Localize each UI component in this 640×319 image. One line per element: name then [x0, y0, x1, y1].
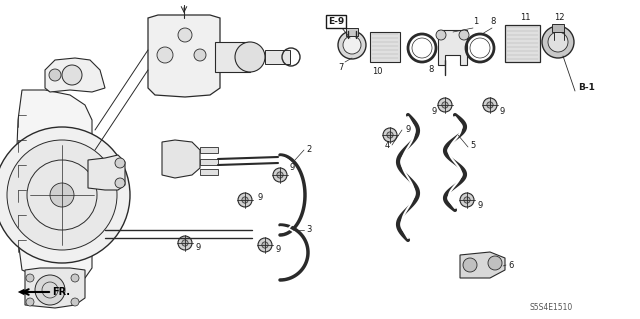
- Polygon shape: [505, 25, 540, 62]
- Circle shape: [548, 32, 568, 52]
- Circle shape: [463, 258, 477, 272]
- Circle shape: [464, 197, 470, 203]
- Bar: [346, 28, 358, 36]
- Circle shape: [26, 298, 34, 306]
- Circle shape: [238, 193, 252, 207]
- Circle shape: [277, 172, 283, 178]
- Circle shape: [242, 197, 248, 203]
- Text: 4: 4: [385, 140, 390, 150]
- Text: 9: 9: [405, 125, 410, 135]
- Polygon shape: [370, 32, 400, 62]
- Text: 8: 8: [428, 65, 433, 75]
- Text: 12: 12: [554, 13, 564, 23]
- Polygon shape: [148, 15, 220, 97]
- Text: 2: 2: [306, 145, 311, 154]
- Circle shape: [26, 274, 34, 282]
- Circle shape: [383, 128, 397, 142]
- Polygon shape: [200, 169, 218, 175]
- Text: 3: 3: [306, 226, 312, 234]
- Circle shape: [338, 31, 366, 59]
- Polygon shape: [200, 159, 218, 165]
- Text: E-9: E-9: [328, 17, 344, 26]
- Circle shape: [483, 98, 497, 112]
- Text: 7: 7: [338, 63, 344, 72]
- Circle shape: [0, 127, 130, 263]
- Circle shape: [35, 275, 65, 305]
- Polygon shape: [200, 147, 218, 153]
- Polygon shape: [88, 155, 125, 190]
- Bar: [552, 24, 564, 32]
- Circle shape: [235, 42, 265, 72]
- Text: 9: 9: [275, 246, 280, 255]
- Circle shape: [115, 178, 125, 188]
- Text: B-1: B-1: [578, 83, 595, 92]
- Circle shape: [7, 140, 117, 250]
- Text: 9: 9: [432, 108, 437, 116]
- Polygon shape: [25, 268, 85, 308]
- Text: 9: 9: [478, 201, 483, 210]
- Polygon shape: [438, 30, 467, 65]
- Text: 5: 5: [470, 140, 476, 150]
- Circle shape: [50, 183, 74, 207]
- Circle shape: [49, 69, 61, 81]
- Circle shape: [115, 158, 125, 168]
- Polygon shape: [45, 58, 105, 92]
- Polygon shape: [215, 42, 250, 72]
- Text: S5S4E1510: S5S4E1510: [530, 303, 573, 313]
- Circle shape: [438, 98, 452, 112]
- Text: 11: 11: [520, 13, 531, 23]
- Circle shape: [460, 193, 474, 207]
- Text: 9: 9: [290, 164, 295, 173]
- Circle shape: [258, 238, 272, 252]
- Text: 6: 6: [508, 261, 513, 270]
- Circle shape: [62, 65, 82, 85]
- Circle shape: [442, 102, 448, 108]
- Text: FR.: FR.: [52, 287, 70, 297]
- Text: 9: 9: [258, 194, 263, 203]
- Text: 1: 1: [473, 18, 478, 26]
- Circle shape: [542, 26, 574, 58]
- Circle shape: [71, 298, 79, 306]
- Circle shape: [387, 132, 393, 138]
- Circle shape: [262, 242, 268, 248]
- Circle shape: [178, 28, 192, 42]
- Circle shape: [71, 274, 79, 282]
- Circle shape: [194, 49, 206, 61]
- Polygon shape: [162, 140, 200, 178]
- Polygon shape: [460, 252, 505, 278]
- Circle shape: [487, 102, 493, 108]
- Text: 10: 10: [372, 68, 383, 77]
- Polygon shape: [265, 50, 290, 64]
- Circle shape: [157, 47, 173, 63]
- Text: 9: 9: [500, 108, 505, 116]
- Circle shape: [343, 36, 361, 54]
- Polygon shape: [15, 90, 92, 282]
- Circle shape: [488, 256, 502, 270]
- Circle shape: [436, 30, 446, 40]
- Circle shape: [178, 236, 192, 250]
- Circle shape: [459, 30, 469, 40]
- Circle shape: [273, 168, 287, 182]
- Circle shape: [182, 240, 188, 246]
- Text: 8: 8: [490, 18, 495, 26]
- Text: 9: 9: [195, 243, 200, 253]
